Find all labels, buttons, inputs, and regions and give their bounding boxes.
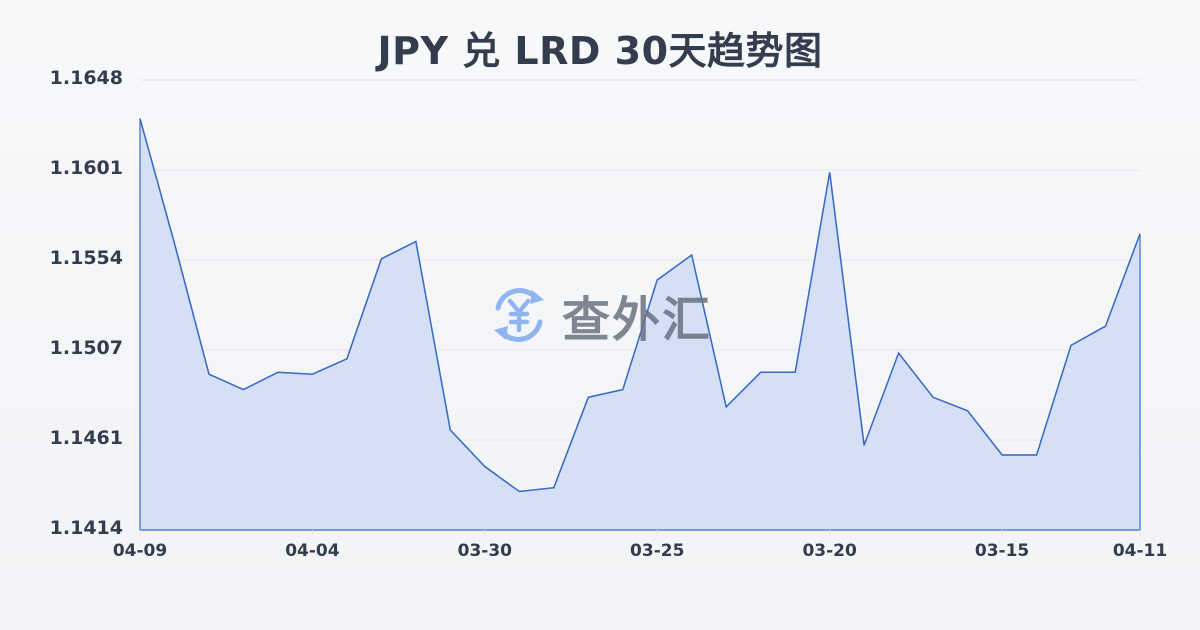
x-tick-label: 04-04 [285,541,340,561]
y-tick-label: 1.1461 [49,427,123,449]
chart-title: JPY 兑 LRD 30天趋势图 [377,29,823,73]
x-tick-label: 03-15 [974,541,1030,561]
x-tick-label: 04-09 [112,541,168,561]
yen-exchange-icon [494,288,544,342]
watermark: 查外汇 [488,283,713,348]
data-line [139,118,1141,493]
x-tick-label: 03-20 [802,541,857,561]
y-tick-label: 1.1554 [49,247,123,269]
y-tick-label: 1.1414 [49,517,123,539]
x-tick-label: 04-11 [1112,541,1168,561]
y-tick-label: 1.1601 [49,157,123,179]
y-tick-label: 1.1507 [49,337,123,359]
x-tick-label: 03-25 [630,541,685,561]
y-tick-label: 1.1648 [49,67,123,89]
x-ticks [139,530,1141,536]
x-tick-label: 03-30 [457,541,512,561]
watermark-text: 查外汇 [562,292,713,348]
